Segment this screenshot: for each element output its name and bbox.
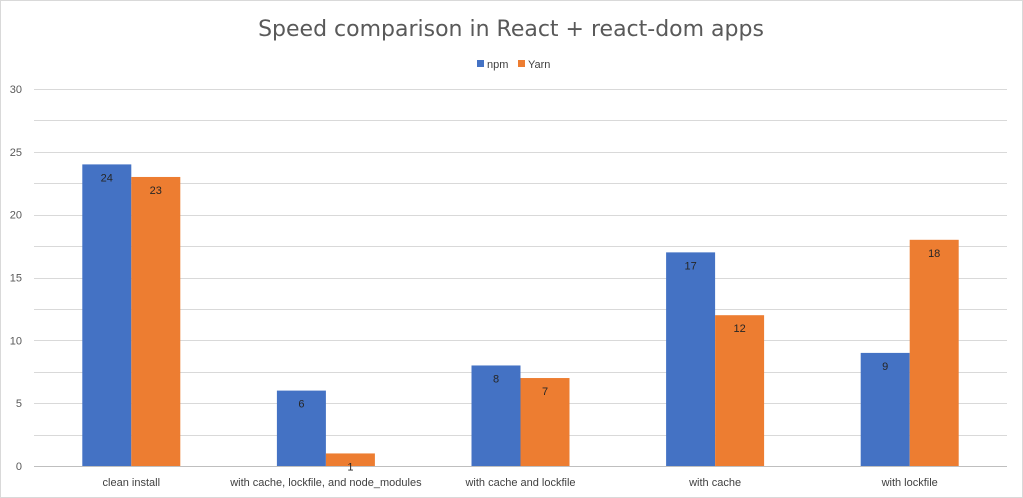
data-label-yarn-4: 18 <box>928 248 940 260</box>
bars <box>82 164 959 466</box>
bar-yarn-1 <box>325 453 375 466</box>
y-tick-label: 20 <box>10 210 22 222</box>
y-tick-label: 10 <box>10 335 22 347</box>
data-label-npm-4: 9 <box>882 361 888 373</box>
y-tick-label: 0 <box>16 461 22 473</box>
y-axis-ticks: 0 5 10 15 20 25 30 <box>10 84 22 473</box>
x-category-label: with lockfile <box>881 477 938 489</box>
bar-yarn-2 <box>520 378 570 466</box>
data-label-npm-2: 8 <box>493 373 499 385</box>
bar-yarn-3 <box>715 315 765 466</box>
data-label-yarn-0: 23 <box>150 185 162 197</box>
legend-label-npm: npm <box>487 59 508 71</box>
bar-npm-1 <box>276 390 326 466</box>
y-tick-label: 30 <box>10 84 22 96</box>
data-label-yarn-2: 7 <box>542 386 548 398</box>
data-label-npm-0: 24 <box>101 172 113 184</box>
legend: npm Yarn <box>477 59 550 71</box>
legend-swatch-yarn <box>518 60 525 67</box>
x-category-label: clean install <box>103 477 160 489</box>
x-category-label: with cache, lockfile, and node_modules <box>229 477 422 489</box>
x-category-label: with cache and lockfile <box>464 477 575 489</box>
x-category-label: with cache <box>688 477 741 489</box>
data-label-yarn-1: 1 <box>347 461 353 473</box>
bar-npm-0 <box>82 164 132 466</box>
y-tick-label: 5 <box>16 398 22 410</box>
y-tick-label: 25 <box>10 147 22 159</box>
bar-yarn-0 <box>131 176 181 466</box>
bar-npm-2 <box>471 365 521 466</box>
gridlines <box>34 89 1007 467</box>
bar-yarn-4 <box>909 239 959 466</box>
data-label-npm-1: 6 <box>298 399 304 411</box>
data-label-npm-3: 17 <box>684 260 696 272</box>
data-label-yarn-3: 12 <box>733 323 745 335</box>
chart-title: Speed comparison in React + react-dom ap… <box>258 17 764 42</box>
bar-npm-4 <box>860 352 910 466</box>
legend-swatch-npm <box>477 60 484 67</box>
bar-npm-3 <box>666 252 716 466</box>
legend-label-yarn: Yarn <box>528 59 550 71</box>
x-axis-categories: clean install with cache, lockfile, and n… <box>103 477 938 489</box>
y-tick-label: 15 <box>10 273 22 285</box>
